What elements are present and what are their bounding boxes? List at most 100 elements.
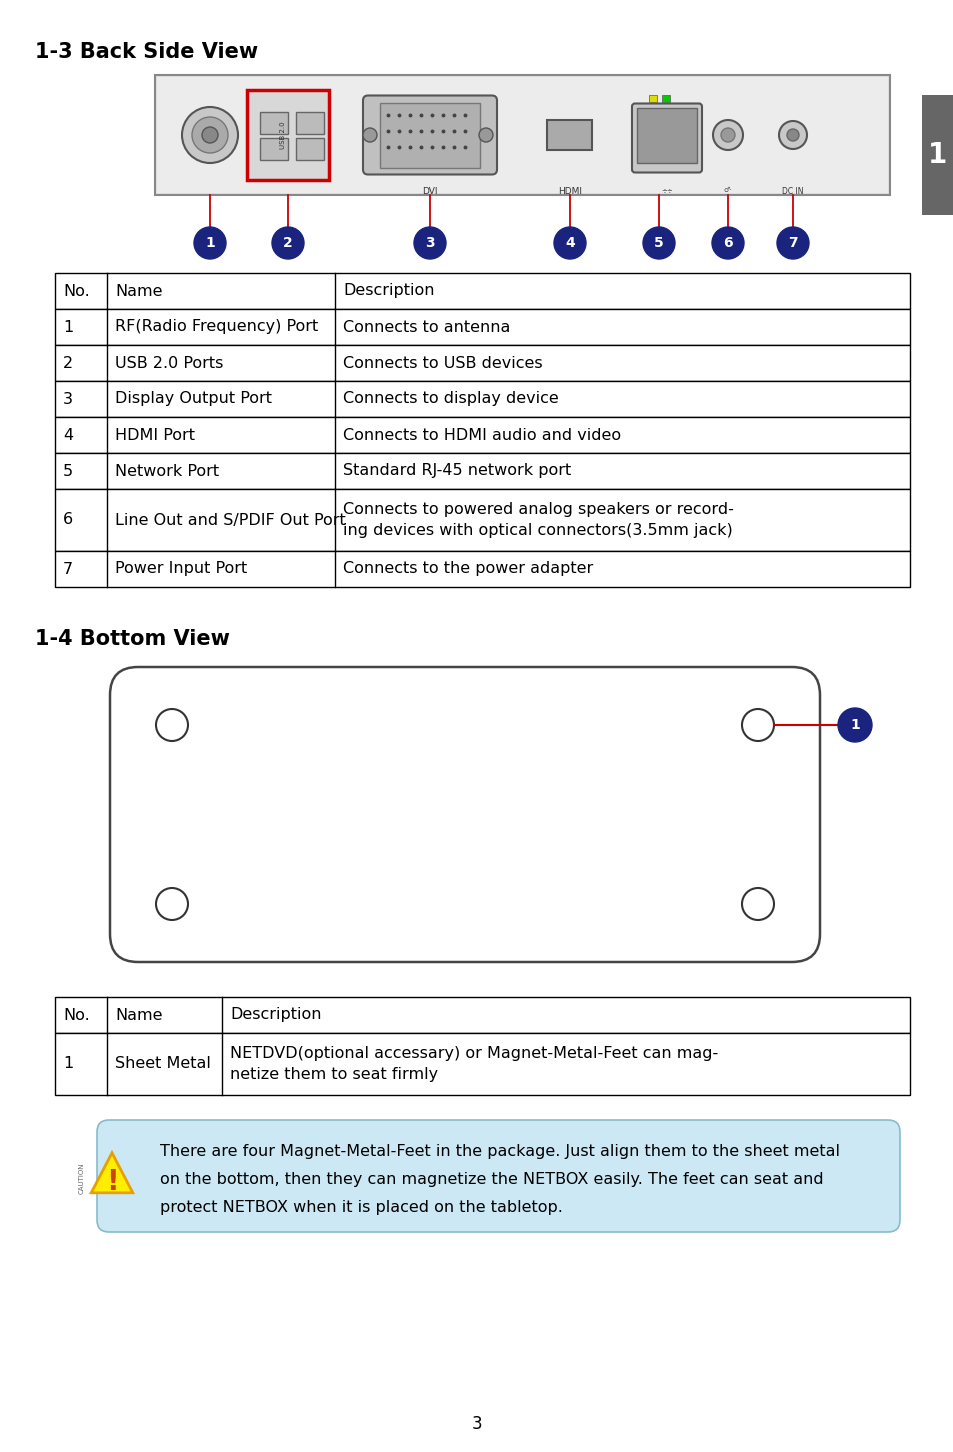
Text: netize them to seat firmly: netize them to seat firmly <box>230 1067 437 1082</box>
Polygon shape <box>91 1153 132 1192</box>
Circle shape <box>272 227 304 258</box>
FancyBboxPatch shape <box>97 1119 899 1231</box>
Text: ÷÷: ÷÷ <box>660 187 672 193</box>
Text: 2: 2 <box>283 237 293 250</box>
Circle shape <box>193 227 226 258</box>
Text: 2: 2 <box>63 356 73 370</box>
Text: Power Input Port: Power Input Port <box>115 562 247 576</box>
FancyBboxPatch shape <box>110 666 820 963</box>
FancyBboxPatch shape <box>154 76 889 195</box>
Text: 1-3 Back Side View: 1-3 Back Side View <box>35 42 258 62</box>
Text: DC IN: DC IN <box>781 187 803 196</box>
FancyBboxPatch shape <box>247 90 329 180</box>
FancyBboxPatch shape <box>379 103 479 167</box>
Circle shape <box>642 227 675 258</box>
Text: ♂·: ♂· <box>723 187 732 193</box>
FancyBboxPatch shape <box>55 380 909 417</box>
Text: 6: 6 <box>63 513 73 527</box>
FancyBboxPatch shape <box>55 550 909 587</box>
Text: DVI: DVI <box>422 187 437 196</box>
Text: Name: Name <box>115 283 162 299</box>
Text: Connects to HDMI audio and video: Connects to HDMI audio and video <box>343 427 620 443</box>
Text: 1-4 Bottom View: 1-4 Bottom View <box>35 629 230 649</box>
Circle shape <box>741 889 773 921</box>
Text: 5: 5 <box>654 237 663 250</box>
Text: 3: 3 <box>425 237 435 250</box>
Text: protect NETBOX when it is placed on the tabletop.: protect NETBOX when it is placed on the … <box>160 1199 562 1215</box>
Text: Connects to the power adapter: Connects to the power adapter <box>343 562 593 576</box>
Text: USB 2.0 Ports: USB 2.0 Ports <box>115 356 223 370</box>
Text: ing devices with optical connectors(3.5mm jack): ing devices with optical connectors(3.5m… <box>343 523 732 539</box>
Text: 5: 5 <box>63 463 73 479</box>
Text: on the bottom, then they can magnetize the NETBOX easily. The feet can seat and: on the bottom, then they can magnetize t… <box>160 1172 822 1186</box>
FancyBboxPatch shape <box>631 103 701 173</box>
Circle shape <box>478 128 493 142</box>
Text: 1: 1 <box>849 717 859 732</box>
Text: There are four Magnet-Metal-Feet in the package. Just align them to the sheet me: There are four Magnet-Metal-Feet in the … <box>160 1144 840 1159</box>
Circle shape <box>156 889 188 921</box>
FancyBboxPatch shape <box>55 453 909 489</box>
Circle shape <box>779 121 806 150</box>
FancyBboxPatch shape <box>648 94 657 102</box>
Circle shape <box>202 126 218 142</box>
Circle shape <box>741 709 773 741</box>
Text: 7: 7 <box>63 562 73 576</box>
Circle shape <box>182 107 237 163</box>
Text: 3: 3 <box>63 392 73 407</box>
Text: Name: Name <box>115 1008 162 1022</box>
Text: Sheet Metal: Sheet Metal <box>115 1057 211 1072</box>
Text: 3: 3 <box>471 1416 482 1433</box>
Text: 7: 7 <box>787 237 797 250</box>
Circle shape <box>192 118 228 152</box>
Text: Connects to antenna: Connects to antenna <box>343 319 510 334</box>
Circle shape <box>156 709 188 741</box>
Text: No.: No. <box>63 1008 90 1022</box>
FancyBboxPatch shape <box>547 121 592 150</box>
Circle shape <box>414 227 446 258</box>
Text: 1: 1 <box>63 319 73 334</box>
Text: NETDVD(optional accessary) or Magnet-Metal-Feet can mag-: NETDVD(optional accessary) or Magnet-Met… <box>230 1045 718 1061</box>
FancyBboxPatch shape <box>260 112 288 134</box>
FancyBboxPatch shape <box>157 77 887 193</box>
Circle shape <box>720 128 734 142</box>
FancyBboxPatch shape <box>295 112 324 134</box>
Text: HDMI Port: HDMI Port <box>115 427 194 443</box>
FancyBboxPatch shape <box>55 417 909 453</box>
Text: RF(Radio Frequency) Port: RF(Radio Frequency) Port <box>115 319 318 334</box>
Text: Description: Description <box>343 283 434 299</box>
Text: 1: 1 <box>205 237 214 250</box>
Text: Display Output Port: Display Output Port <box>115 392 272 407</box>
FancyBboxPatch shape <box>55 998 909 1032</box>
Text: No.: No. <box>63 283 90 299</box>
FancyBboxPatch shape <box>661 94 669 102</box>
Circle shape <box>837 709 871 742</box>
Text: 6: 6 <box>722 237 732 250</box>
Text: 1: 1 <box>927 141 946 168</box>
Text: Connects to display device: Connects to display device <box>343 392 558 407</box>
FancyBboxPatch shape <box>55 309 909 346</box>
Text: Network Port: Network Port <box>115 463 219 479</box>
Text: HDMI: HDMI <box>558 187 581 196</box>
FancyBboxPatch shape <box>55 489 909 550</box>
Circle shape <box>712 121 742 150</box>
FancyBboxPatch shape <box>55 273 909 309</box>
Text: 1: 1 <box>63 1057 73 1072</box>
Circle shape <box>786 129 799 141</box>
Text: Description: Description <box>230 1008 321 1022</box>
Text: Standard RJ-45 network port: Standard RJ-45 network port <box>343 463 571 479</box>
FancyBboxPatch shape <box>55 346 909 380</box>
Text: USB 2.0: USB 2.0 <box>280 121 286 148</box>
FancyBboxPatch shape <box>260 138 288 160</box>
Text: !: ! <box>106 1167 118 1196</box>
Text: Line Out and S/PDIF Out Port: Line Out and S/PDIF Out Port <box>115 513 345 527</box>
Text: Connects to powered analog speakers or record-: Connects to powered analog speakers or r… <box>343 502 733 517</box>
Text: 4: 4 <box>564 237 575 250</box>
FancyBboxPatch shape <box>637 107 697 163</box>
Text: 4: 4 <box>63 427 73 443</box>
Text: CAUTION: CAUTION <box>79 1162 85 1194</box>
Text: Connects to USB devices: Connects to USB devices <box>343 356 542 370</box>
Circle shape <box>554 227 585 258</box>
FancyBboxPatch shape <box>363 96 497 174</box>
FancyBboxPatch shape <box>295 138 324 160</box>
FancyBboxPatch shape <box>55 1032 909 1095</box>
